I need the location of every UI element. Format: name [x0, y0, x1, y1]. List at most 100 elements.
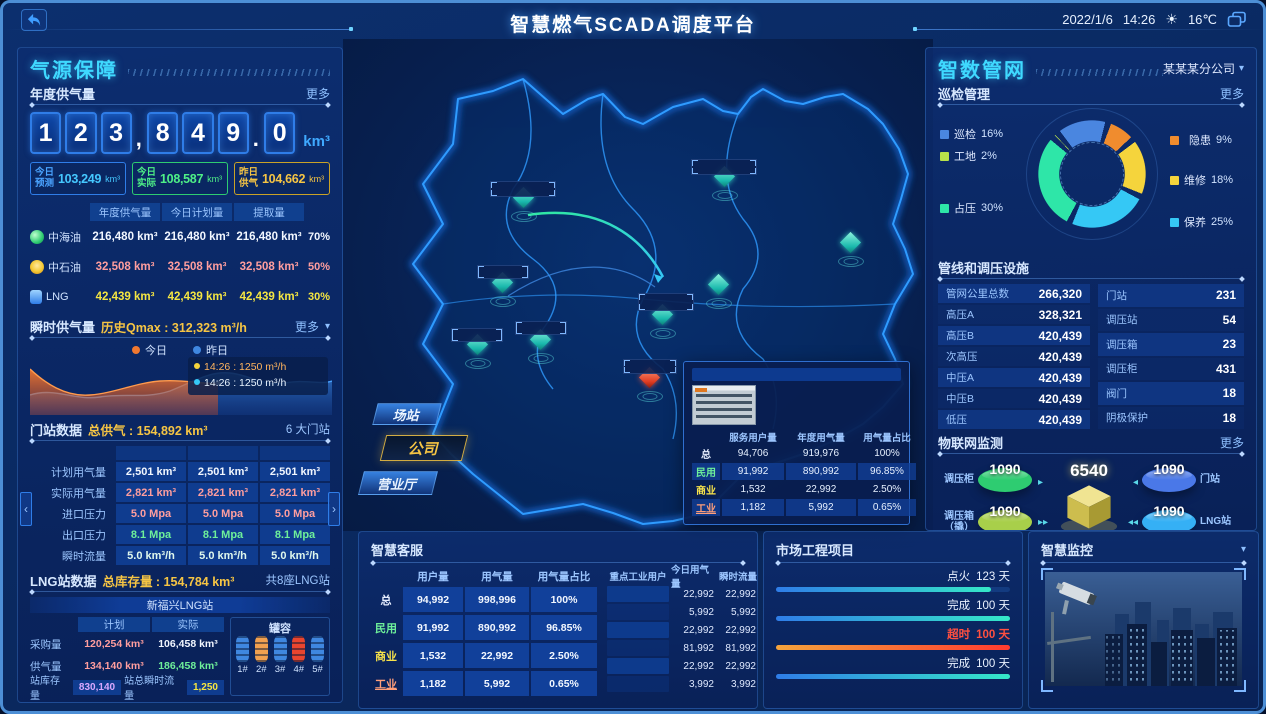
carousel-prev-button[interactable]: ‹	[20, 492, 32, 526]
inspection-donut-ring	[1034, 116, 1150, 232]
column-header: 重点工业用户	[609, 572, 667, 583]
cell: 1,532	[403, 643, 463, 668]
station-header-cell	[260, 446, 330, 460]
legend-worksite[interactable]: 工地 2%	[940, 148, 997, 164]
map-pin[interactable]	[707, 273, 731, 305]
chevron-down-icon[interactable]: ▾	[1240, 543, 1246, 555]
project-row: 超时 100 天	[776, 626, 1010, 650]
section-divider	[1041, 562, 1246, 563]
popup-col-header: 用气量占比	[863, 432, 911, 444]
gate-count-label: 6 大门站	[285, 424, 330, 436]
project-label-overdue: 超时 100 天	[947, 629, 1010, 641]
screen-switch-icon[interactable]	[1227, 11, 1247, 28]
legend-hazard[interactable]: 隐患 9%	[1170, 132, 1232, 148]
actual-badge: 今日 实际 108,587 km³	[132, 162, 228, 195]
flow-arrow-icon: ▸▸	[1038, 517, 1049, 528]
cell: 42,439 km³	[239, 291, 299, 303]
legend-occupation[interactable]: 占压 30%	[940, 200, 1003, 216]
legend-yesterday[interactable]: 昨日	[193, 342, 228, 358]
cell: 2,501 km³	[260, 462, 330, 481]
legend-inspection[interactable]: 巡检 16%	[940, 126, 1003, 142]
page-title: 智慧燃气SCADA调度平台	[510, 15, 756, 36]
table-row: 高压B 420,439	[938, 326, 1090, 345]
cell: 2,821 km³	[260, 483, 330, 502]
map-station-label[interactable]	[451, 328, 503, 342]
map-pin[interactable]	[839, 231, 863, 263]
counter-digit: 4	[182, 112, 214, 154]
camera-view-frame[interactable]	[1041, 568, 1246, 692]
legend-today[interactable]: 今日	[132, 342, 167, 358]
section-divider	[371, 562, 745, 563]
tooltip-dot	[194, 363, 200, 369]
company-building-photo	[692, 385, 756, 425]
redacted-user-name	[607, 676, 669, 692]
map-station-label[interactable]	[515, 321, 567, 335]
cell: 22,992	[683, 660, 714, 672]
map-station-label[interactable]	[490, 181, 556, 197]
legend-maintenance[interactable]: 保养 25%	[1170, 214, 1233, 230]
map-station-label[interactable]	[691, 159, 757, 175]
table-row: 次高压 420,439	[938, 347, 1090, 366]
instant-flow-chart: 14:26 : 1250 m³/h 14:26 : 1250 m³/h	[29, 357, 333, 415]
map-station-label[interactable]	[638, 293, 694, 311]
cell: 81,992	[725, 642, 756, 654]
section-divider	[776, 562, 1010, 563]
cell: 100%	[531, 587, 597, 612]
more-link[interactable]: 更多	[305, 86, 330, 101]
company-info-popup[interactable]: 服务用户量 年度用气量 用气量占比 总 94,706 919,976 100% …	[683, 361, 916, 525]
popup-title-bar	[692, 368, 901, 381]
cell: 32,508 km³	[95, 261, 155, 273]
cell: 22,992	[725, 660, 756, 672]
cell: 5,992	[688, 606, 714, 618]
lng-table: 计划 实际 采购量 120,254 km³ 106,458 km³ 供气量 13…	[30, 617, 224, 702]
cell: 22,992	[725, 624, 756, 636]
map-station-label[interactable]	[477, 265, 529, 279]
table-row: 中压B 420,439	[938, 389, 1090, 408]
cell: 8.1 Mpa	[188, 525, 258, 544]
map-area[interactable]: 场站 公司 营业厅 服务用户量 年度用气量 用气量占比 总 94,706 919…	[343, 39, 933, 531]
map-station-label[interactable]	[623, 359, 677, 374]
table-row: 阴极保护 18	[1098, 406, 1244, 429]
table-row: 中压A 420,439	[938, 368, 1090, 387]
chevron-down-icon[interactable]: ▾	[324, 320, 330, 332]
carousel-next-button[interactable]: ›	[328, 492, 340, 526]
map-layer-button-company[interactable]: 公司	[379, 435, 469, 461]
cell: 3,992	[688, 678, 714, 690]
pipeline-table: 管网公里总数 266,320 高压A 328,321 高压B 420,439 次高压 4…	[938, 284, 1090, 429]
cell: 32,508 km³	[239, 261, 299, 273]
more-link[interactable]: 更多	[1219, 86, 1244, 101]
row-label[interactable]: 工业	[375, 678, 397, 691]
more-link[interactable]: 更多	[1219, 435, 1244, 450]
project-row: 点火 123 天	[776, 568, 1010, 592]
company-selector[interactable]: 某某某分公司 ▾	[1162, 61, 1244, 76]
back-button[interactable]	[21, 9, 47, 31]
row-label: 民用	[692, 463, 720, 480]
progress-fill	[776, 616, 1010, 621]
column-header: 年度供气量	[90, 203, 160, 221]
section-divider	[30, 440, 330, 441]
flow-chart-legend: 今日 昨日	[30, 343, 330, 357]
lng-content: 计划 实际 采购量 120,254 km³ 106,458 km³ 供气量 13…	[30, 617, 330, 702]
row-label: 出口压力	[62, 529, 106, 542]
cell: 0.65%	[531, 671, 597, 696]
legend-dot	[132, 346, 140, 354]
counter-digit: 8	[147, 112, 179, 154]
section-title: 瞬时供气量	[30, 319, 96, 335]
iot-node-lng-station: 1090 LNG站	[1142, 503, 1244, 530]
popup-table: 服务用户量 年度用气量 用气量占比 总 94,706 919,976 100% …	[692, 429, 916, 516]
counter-digit: 3	[100, 112, 132, 154]
cell: 1,182	[403, 671, 463, 696]
more-link[interactable]: 更多	[294, 319, 319, 334]
lng-station-tab[interactable]: 新福兴LNG站	[30, 597, 330, 613]
badge-unit: km³	[105, 173, 121, 184]
map-layer-button-hall[interactable]: 营业厅	[358, 471, 438, 495]
chevron-down-icon: ▾	[1238, 62, 1244, 74]
legend-repair[interactable]: 维修 18%	[1170, 172, 1233, 188]
progress-track	[776, 674, 1010, 679]
flow-arrow-icon: ▸	[1038, 477, 1044, 488]
tank-label: 3#	[274, 664, 286, 675]
map-layer-button-station[interactable]: 场站	[372, 403, 442, 425]
cell-percent: 70%	[307, 231, 331, 243]
tank-label: 5#	[312, 664, 323, 675]
time-label: 14:26	[1122, 12, 1156, 27]
